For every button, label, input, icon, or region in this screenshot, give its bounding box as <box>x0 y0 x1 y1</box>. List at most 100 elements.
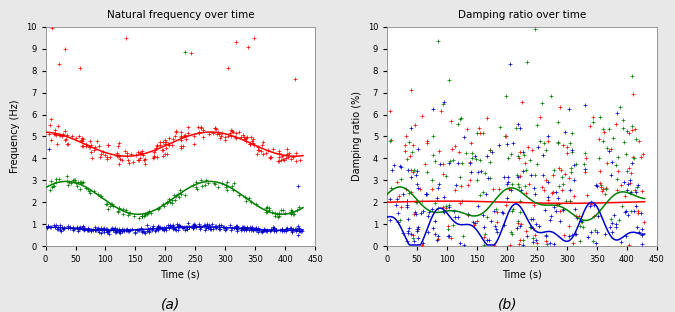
Point <box>529 202 540 207</box>
Point <box>262 205 273 210</box>
Point <box>385 186 396 191</box>
Point <box>61 133 72 138</box>
Point <box>134 215 144 220</box>
Y-axis label: Frequency (Hz): Frequency (Hz) <box>11 100 20 173</box>
Point <box>151 144 162 149</box>
Point <box>232 226 242 231</box>
Point <box>180 225 191 230</box>
Point <box>170 133 181 138</box>
Point <box>123 228 134 233</box>
Point <box>278 228 289 233</box>
Point <box>403 139 414 144</box>
Point <box>406 167 416 172</box>
Point <box>188 225 199 230</box>
Point <box>200 177 211 182</box>
Point <box>480 171 491 176</box>
Point <box>547 173 558 178</box>
Point <box>111 229 122 234</box>
Point <box>505 242 516 247</box>
Point <box>417 209 428 214</box>
Point <box>439 195 450 200</box>
Point <box>542 241 553 246</box>
Point <box>564 107 574 112</box>
Point <box>277 227 288 232</box>
Point <box>623 165 634 170</box>
Point <box>503 155 514 160</box>
Point <box>423 230 433 235</box>
Point <box>143 208 154 213</box>
X-axis label: Time (s): Time (s) <box>161 270 200 280</box>
Point <box>515 174 526 179</box>
Point <box>395 163 406 168</box>
Point <box>88 188 99 193</box>
Point <box>74 179 85 184</box>
Point <box>552 195 563 200</box>
Point <box>506 231 517 236</box>
Point <box>219 134 230 139</box>
Point <box>427 206 437 211</box>
Point <box>624 242 634 247</box>
Point <box>78 227 88 232</box>
Point <box>293 232 304 237</box>
Point <box>139 158 150 163</box>
Point <box>239 194 250 199</box>
Point <box>526 173 537 178</box>
Point <box>242 44 253 49</box>
Point <box>288 226 298 231</box>
Point <box>567 131 578 136</box>
Point <box>219 224 230 229</box>
Point <box>491 219 502 224</box>
Point <box>280 226 291 231</box>
Point <box>610 225 621 230</box>
Point <box>239 227 250 232</box>
Point <box>251 202 262 207</box>
Point <box>568 194 579 199</box>
X-axis label: Time (s): Time (s) <box>502 270 542 280</box>
Point <box>632 182 643 187</box>
Point <box>568 240 578 245</box>
Point <box>554 202 565 207</box>
Point <box>60 138 71 143</box>
Point <box>260 209 271 214</box>
Point <box>205 226 215 231</box>
Point <box>192 124 203 129</box>
Point <box>142 212 153 217</box>
Point <box>235 228 246 233</box>
Point <box>421 141 432 146</box>
Point <box>631 185 642 190</box>
Point <box>610 122 621 127</box>
Point <box>608 135 618 140</box>
Point <box>256 230 267 235</box>
Point <box>522 59 533 64</box>
Point <box>187 225 198 230</box>
Point <box>173 227 184 232</box>
Point <box>458 134 469 139</box>
Point <box>557 142 568 147</box>
Point <box>294 229 304 234</box>
Point <box>563 233 574 238</box>
Point <box>261 228 272 233</box>
Point <box>242 225 252 230</box>
Point <box>443 234 454 239</box>
Point <box>555 104 566 109</box>
Point <box>288 211 298 216</box>
Point <box>455 117 466 122</box>
Point <box>269 213 280 218</box>
Point <box>176 134 187 139</box>
Point <box>457 198 468 203</box>
Point <box>626 161 637 166</box>
Point <box>217 224 228 229</box>
Point <box>539 141 549 146</box>
Point <box>59 129 70 134</box>
Point <box>589 202 599 207</box>
Point <box>117 207 128 212</box>
Point <box>44 131 55 136</box>
Point <box>107 227 118 232</box>
Point <box>565 141 576 146</box>
Point <box>520 228 531 233</box>
Point <box>93 227 104 232</box>
Point <box>602 145 613 150</box>
Point <box>447 146 458 151</box>
Point <box>273 154 284 159</box>
Point <box>95 194 106 199</box>
